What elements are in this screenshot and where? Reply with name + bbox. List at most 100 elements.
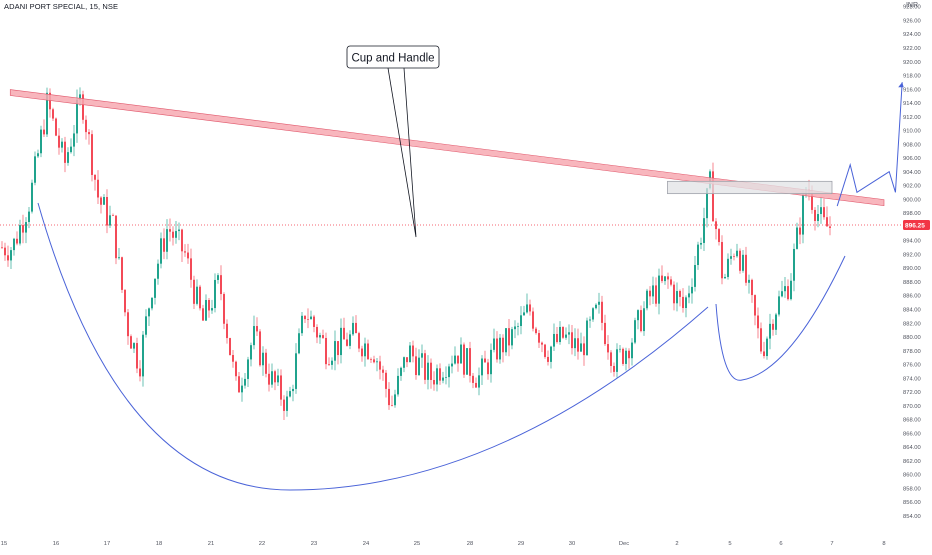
candle-body [163, 238, 165, 252]
candle [826, 206, 828, 227]
candle-body [412, 345, 414, 357]
candle [199, 284, 201, 311]
candle-body [670, 279, 672, 285]
candle [781, 280, 783, 298]
candle [268, 363, 270, 392]
candle-body [394, 394, 396, 406]
candle-body [67, 152, 69, 163]
candle [172, 226, 174, 246]
handle-curve[interactable] [715, 255, 846, 381]
candle [721, 235, 723, 285]
candle-body [355, 322, 357, 334]
candle-body [217, 275, 219, 280]
candle [127, 309, 129, 345]
candle-body [19, 225, 21, 244]
candle-body [721, 242, 723, 279]
candle-body [655, 285, 657, 304]
price-tick-label: 864.00 [903, 445, 921, 451]
price-tick-label: 914.00 [903, 101, 921, 107]
candle-body [301, 315, 303, 334]
candle-body [460, 344, 462, 364]
candle [214, 273, 216, 313]
price-tick-label: 878.00 [903, 349, 921, 355]
candle-body [748, 279, 750, 283]
candle-body [109, 215, 111, 226]
candle-body [700, 242, 702, 245]
candle-body [403, 357, 405, 368]
time-tick-label: 2 [675, 541, 678, 547]
candle-body [787, 286, 789, 300]
price-tick-label: 866.00 [903, 431, 921, 437]
candle [82, 90, 84, 124]
candle-body [16, 238, 18, 244]
candle [352, 316, 354, 336]
candle-body [487, 362, 489, 375]
projection-line[interactable] [836, 82, 903, 207]
candle [58, 128, 60, 155]
candle-body [445, 377, 447, 378]
candle-body [616, 349, 618, 372]
candle [217, 273, 219, 284]
candle-body [526, 304, 528, 313]
candle-body [286, 396, 288, 411]
candle [481, 355, 483, 386]
candle [697, 241, 699, 270]
candle [778, 290, 780, 317]
candle [139, 360, 141, 382]
candle [184, 244, 186, 257]
candle [202, 304, 204, 321]
candle [580, 332, 582, 352]
callout-box[interactable] [346, 45, 440, 69]
candle [532, 307, 534, 332]
trendline-band[interactable] [9, 89, 885, 206]
candle [589, 316, 591, 328]
candle-body [811, 193, 813, 210]
price-axis[interactable]: 854.00 856.00 858.00 860.00 862.00 864.00 866.… [903, 5, 921, 520]
last-price-tag-bg [903, 219, 930, 230]
candle [49, 88, 51, 118]
candle [394, 389, 396, 408]
candle-body [238, 376, 240, 393]
candle [115, 215, 117, 265]
candle-body [784, 286, 786, 292]
candle [415, 347, 417, 380]
candle-body [133, 343, 135, 349]
candle [16, 231, 18, 246]
candle [142, 330, 144, 387]
candle [472, 373, 474, 389]
candle-body [256, 326, 258, 332]
candle-body [76, 99, 78, 134]
candle [742, 249, 744, 273]
candle-body [550, 346, 552, 362]
candle-body [730, 256, 732, 259]
candle [508, 319, 510, 357]
candle-body [274, 371, 276, 383]
candle-body [10, 250, 12, 261]
candle-body [823, 207, 825, 218]
candle-body [280, 375, 282, 400]
resistance-zone[interactable] [667, 180, 833, 195]
last-price-tag-text: 896.25 [905, 222, 925, 229]
candle-body [118, 257, 120, 259]
candle [499, 333, 501, 364]
price-tick-label: 902.00 [903, 184, 921, 190]
candle-body [196, 286, 198, 304]
candle [772, 319, 774, 336]
price-tick-label: 872.00 [903, 390, 921, 396]
candle-body [172, 231, 174, 238]
candle-body [538, 333, 540, 343]
candle-body [289, 391, 291, 397]
cup-curve[interactable] [37, 202, 709, 491]
candle [676, 282, 678, 312]
candle-body [775, 314, 777, 330]
candle [469, 341, 471, 383]
time-axis[interactable]: 15 16 17 18 21 22 23 24 25 28 29 30 Dec 2 5 6 7 8 [1, 541, 886, 547]
candle-body [463, 344, 465, 375]
candle-body [802, 195, 804, 235]
candle-body [745, 254, 747, 283]
candle [343, 317, 345, 340]
candle [430, 358, 432, 389]
price-tick-label: 886.00 [903, 294, 921, 300]
